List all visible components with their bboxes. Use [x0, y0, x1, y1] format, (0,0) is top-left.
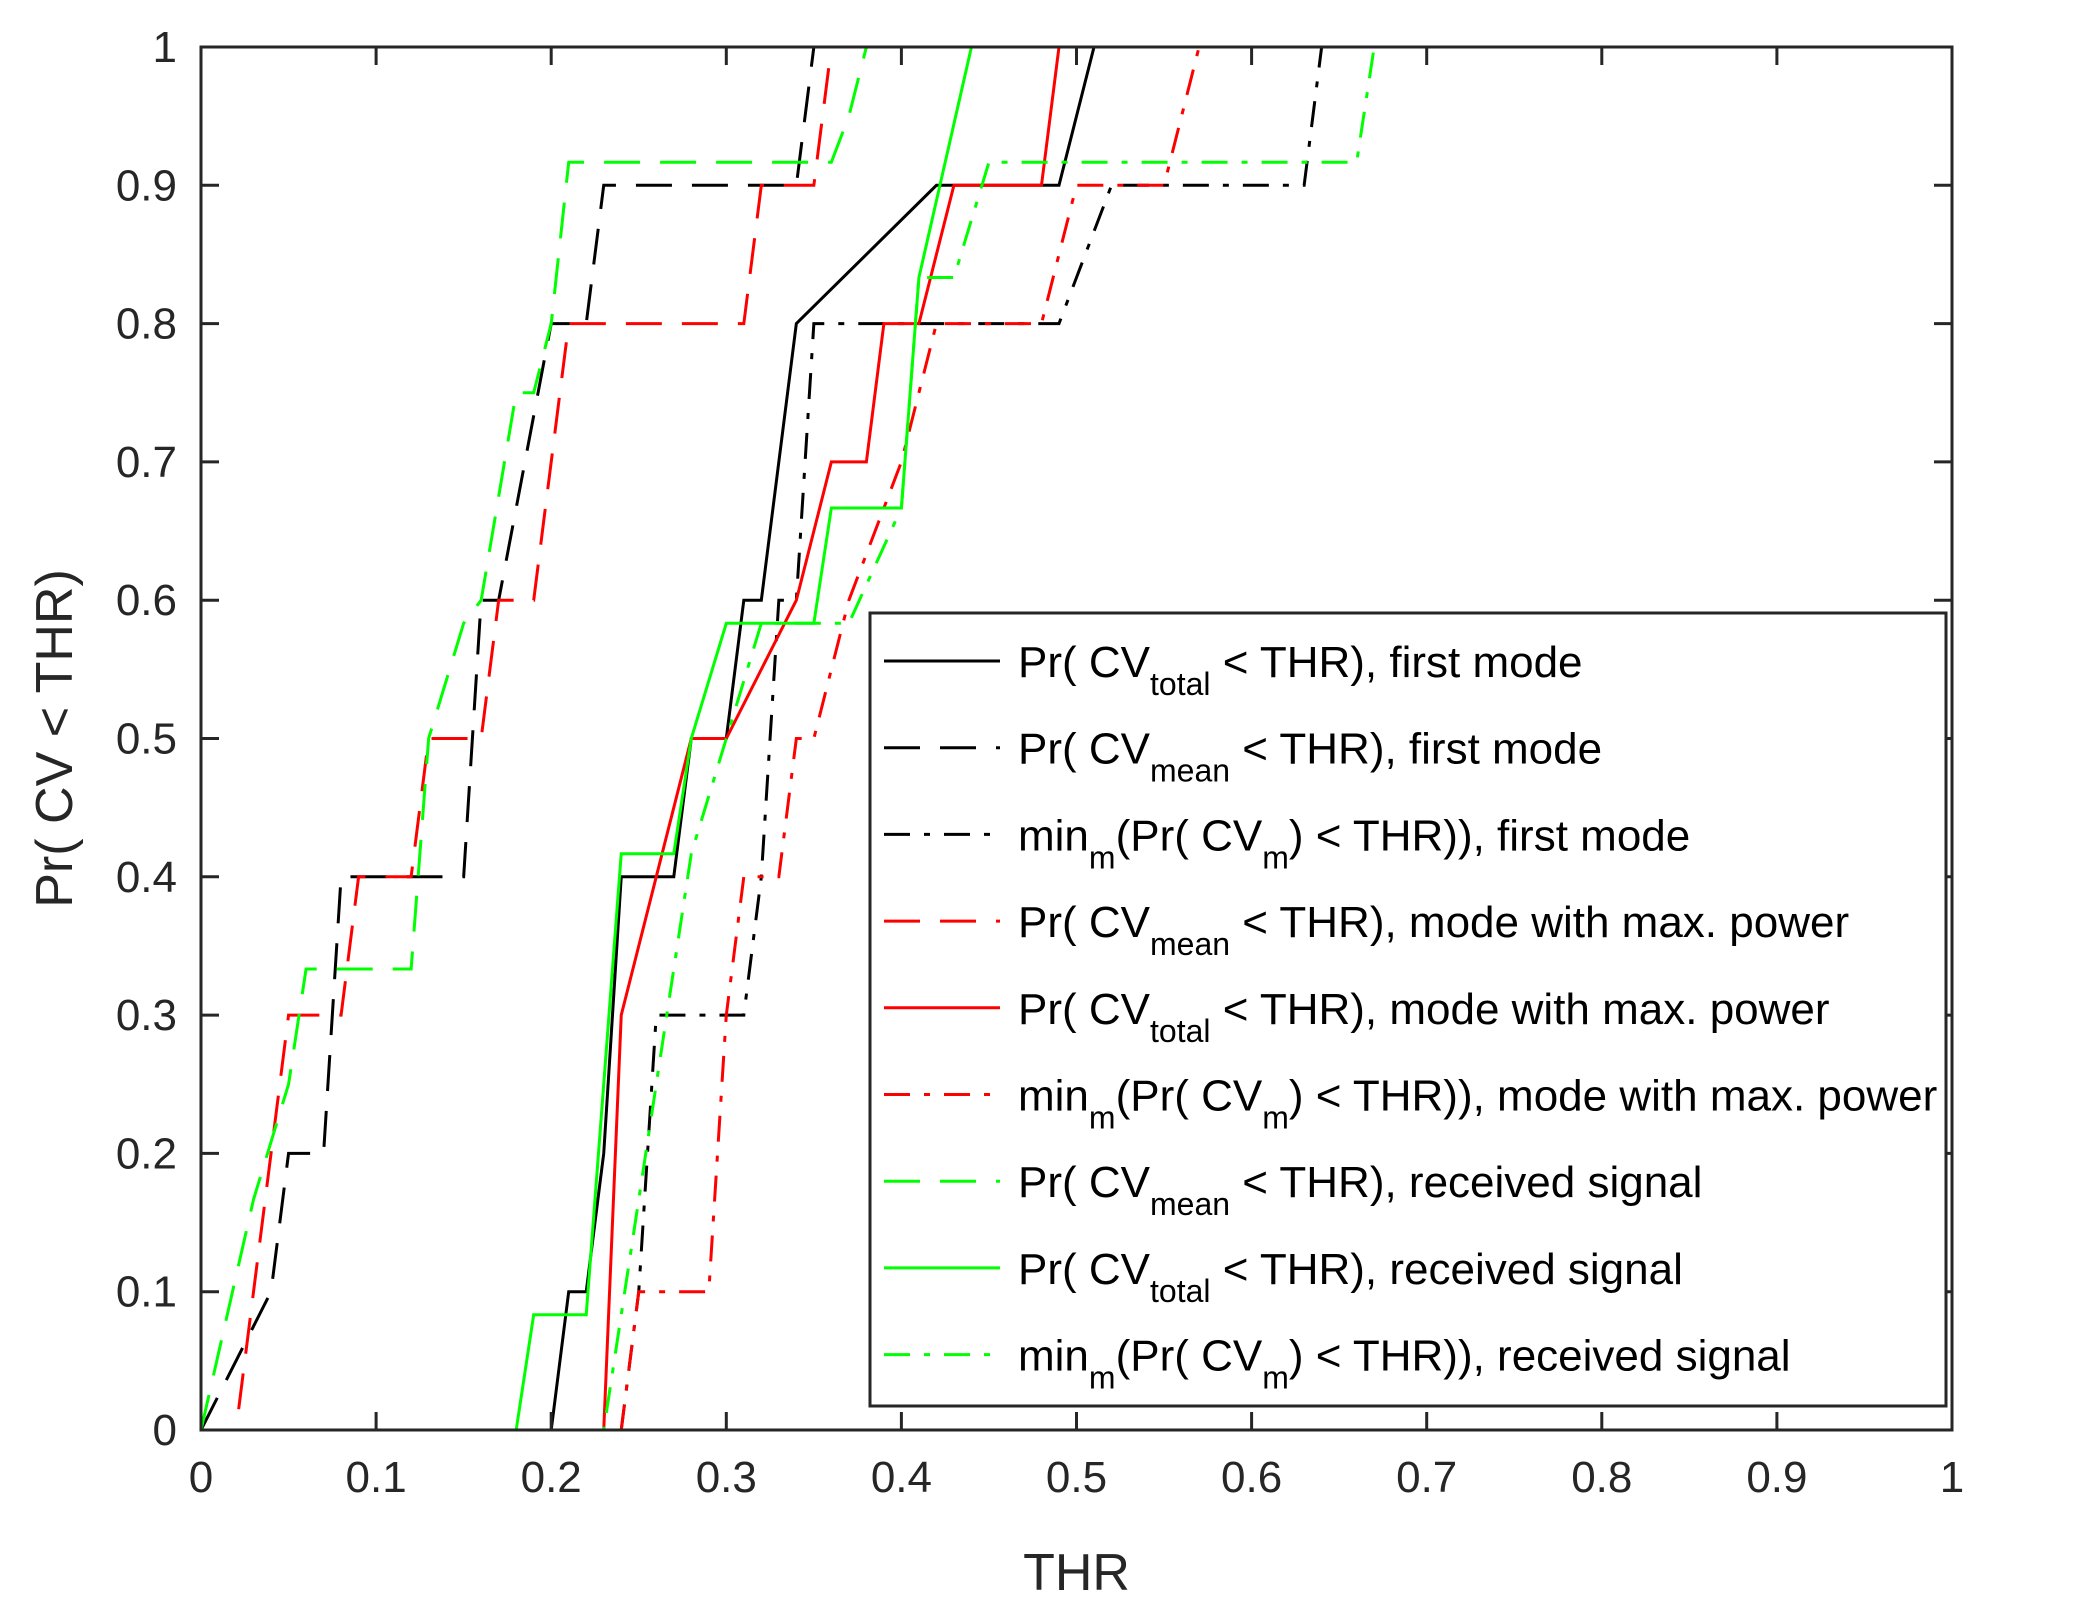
y-axis-label: Pr( CV < THR) [26, 569, 84, 908]
y-tick-label: 0.7 [116, 438, 177, 487]
x-tick-label: 0.2 [521, 1453, 582, 1502]
y-tick-label: 0.3 [116, 991, 177, 1040]
legend-label: minm(Pr( CVm) < THR)), first mode [1018, 811, 1690, 875]
legend-label: Pr( CVtotal < THR), mode with max. power [1018, 985, 1830, 1049]
series-line-mean-maxpow [201, 45, 1952, 1432]
legend-entry-min-maxpow: minm(Pr( CVm) < THR)), mode with max. po… [884, 1072, 1937, 1136]
y-tick-label: 0.6 [116, 576, 177, 625]
legend-entry-min-received: minm(Pr( CVm) < THR)), received signal [884, 1332, 1791, 1396]
legend-label: Pr( CVmean < THR), first mode [1018, 725, 1602, 789]
legend-label: Pr( CVtotal < THR), first mode [1018, 638, 1583, 702]
x-tick-label: 0 [189, 1453, 213, 1502]
x-tick-label: 0.8 [1571, 1453, 1632, 1502]
legend-box [868, 611, 1948, 1408]
x-tick-label: 0.3 [696, 1453, 757, 1502]
series-line-min-received [201, 45, 1952, 1432]
x-tick-label: 0.5 [1046, 1453, 1107, 1502]
x-axis-label: THR [1023, 1544, 1130, 1602]
legend-entry-min-first: minm(Pr( CVm) < THR)), first mode [884, 811, 1690, 875]
series-line-mean-received [201, 45, 1952, 1431]
x-tick-label: 1 [1940, 1453, 1964, 1502]
legend-label: minm(Pr( CVm) < THR)), mode with max. po… [1018, 1072, 1937, 1136]
legend-label: Pr( CVmean < THR), received signal [1018, 1158, 1702, 1222]
y-tick-label: 1 [153, 23, 177, 72]
x-tick-label: 0.1 [346, 1453, 407, 1502]
legend-entry-mean-first: Pr( CVmean < THR), first mode [884, 725, 1602, 789]
y-tick-label: 0 [153, 1406, 177, 1455]
y-tick-label: 0.8 [116, 300, 177, 349]
legend-entry-total-received: Pr( CVtotal < THR), received signal [884, 1245, 1683, 1309]
legend-label: Pr( CVmean < THR), mode with max. power [1018, 898, 1849, 962]
x-tick-label: 0.9 [1746, 1453, 1807, 1502]
series-line-total-maxpow [201, 45, 1952, 1432]
legend-entry-total-first: Pr( CVtotal < THR), first mode [884, 638, 1583, 702]
series-line-min-maxpow [201, 45, 1952, 1432]
legend-entry-mean-maxpow: Pr( CVmean < THR), mode with max. power [884, 898, 1849, 962]
y-tick-label: 0.9 [116, 161, 177, 210]
legend-label: minm(Pr( CVm) < THR)), received signal [1018, 1332, 1791, 1396]
legend-entry-mean-received: Pr( CVmean < THR), received signal [884, 1158, 1702, 1222]
x-tick-label: 0.6 [1221, 1453, 1282, 1502]
y-tick-label: 0.5 [116, 715, 177, 764]
y-tick-label: 0.2 [116, 1129, 177, 1178]
series-line-min-first [201, 45, 1952, 1432]
legend-entry-total-maxpow: Pr( CVtotal < THR), mode with max. power [884, 985, 1830, 1049]
y-tick-label: 0.4 [116, 853, 177, 902]
x-tick-label: 0.7 [1396, 1453, 1457, 1502]
y-tick-label: 0.1 [116, 1268, 177, 1317]
x-tick-label: 0.4 [871, 1453, 932, 1502]
legend-label: Pr( CVtotal < THR), received signal [1018, 1245, 1683, 1309]
